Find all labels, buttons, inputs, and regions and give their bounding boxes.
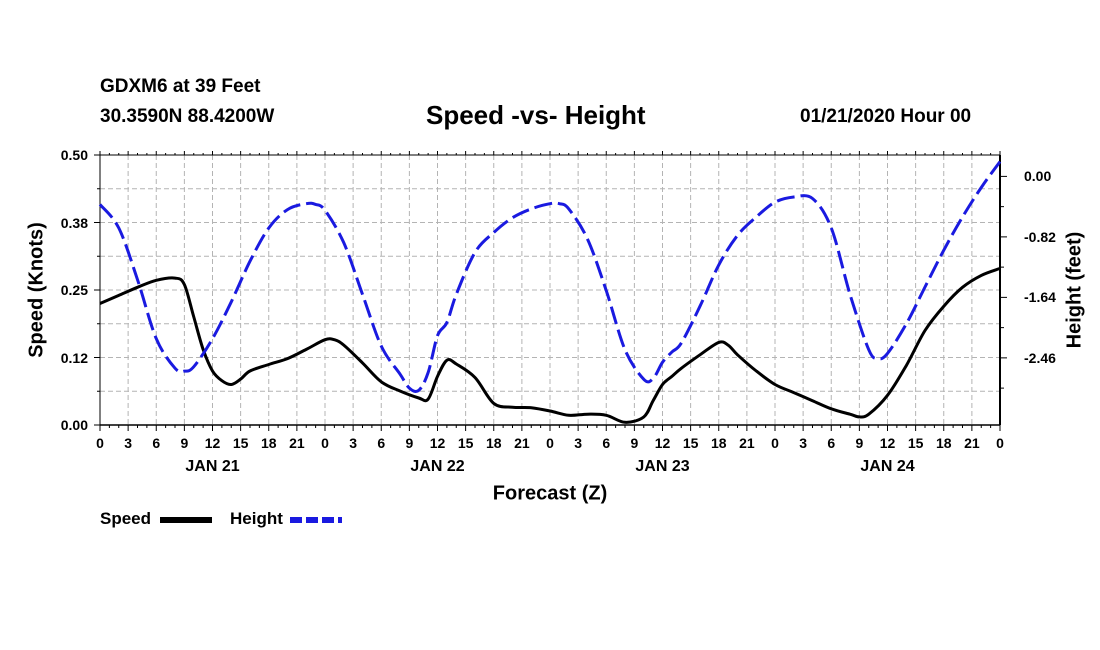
x-tick-label: 12 [429, 435, 446, 451]
chart-title: Speed -vs- Height [426, 100, 646, 130]
legend-speed-label: Speed [100, 509, 152, 528]
series-layer [98, 160, 1002, 424]
x-tick-label: 15 [457, 435, 474, 451]
x-tick-label: 21 [289, 435, 305, 451]
x-axis-title: Forecast (Z) [492, 482, 608, 505]
x-tick-label: 3 [349, 435, 358, 451]
y2-tick-label: -0.82 [1024, 228, 1056, 245]
x-tick-label: 0 [771, 435, 779, 451]
y2-tick-label: 0.00 [1024, 168, 1052, 185]
legend-height-label: Height [230, 509, 283, 528]
y2-tick-label: -2.46 [1024, 349, 1056, 366]
y-tick-label: 0.12 [60, 349, 88, 366]
x-tick-label: 21 [964, 435, 980, 451]
x-tick-label: 15 [682, 435, 699, 451]
axes [94, 151, 1007, 431]
x-tick-label: 9 [855, 435, 864, 451]
series-line-speed [99, 266, 1001, 424]
x-tick-label: 6 [602, 435, 611, 451]
location-label: 30.3590N 88.4200W [100, 106, 275, 127]
x-tick-label: 6 [377, 435, 386, 451]
x-tick-label: 0 [546, 435, 554, 451]
x-tick-label: 12 [879, 435, 896, 451]
x-tick-label: 3 [799, 435, 808, 451]
x-tick-label: 18 [485, 435, 502, 451]
day-label: JAN 22 [410, 458, 465, 475]
x-tick-label: 21 [739, 435, 755, 451]
y-tick-label: 0.00 [60, 417, 88, 433]
y-tick-label: 0.50 [60, 147, 88, 163]
y2-tick-label: -1.64 [1024, 289, 1056, 306]
x-tick-label: 6 [152, 435, 161, 451]
x-tick-label: 9 [180, 435, 189, 451]
x-tick-label: 9 [405, 435, 414, 451]
y-tick-label: 0.38 [60, 214, 88, 231]
x-tick-label: 6 [827, 435, 836, 451]
x-tick-label: 18 [710, 435, 727, 451]
x-tick-label: 15 [232, 435, 249, 451]
x-tick-label: 3 [124, 435, 133, 451]
x-tick-label: 18 [260, 435, 277, 451]
x-tick-label: 15 [907, 435, 924, 451]
series-line-height [98, 160, 1002, 393]
x-tick-label: 9 [630, 435, 639, 451]
x-tick-label: 21 [514, 435, 530, 451]
x-tick-label: 18 [935, 435, 952, 451]
day-label: JAN 23 [635, 458, 690, 475]
x-tick-label: 0 [96, 435, 104, 451]
day-label: JAN 24 [860, 458, 915, 475]
x-tick-label: 12 [204, 435, 221, 451]
x-tick-label: 0 [321, 435, 329, 451]
x-tick-label: 0 [996, 435, 1004, 451]
y2-axis-title: Height (feet) [1063, 231, 1086, 349]
x-tick-label: 12 [654, 435, 671, 451]
y-tick-label: 0.25 [60, 282, 88, 298]
x-tick-label: 3 [574, 435, 583, 451]
y-axis-title: Speed (Knots) [25, 222, 48, 358]
station-label: GDXM6 at 39 Feet [100, 76, 261, 97]
run-time-label: 01/21/2020 Hour 00 [800, 106, 972, 127]
day-label: JAN 21 [185, 458, 240, 475]
